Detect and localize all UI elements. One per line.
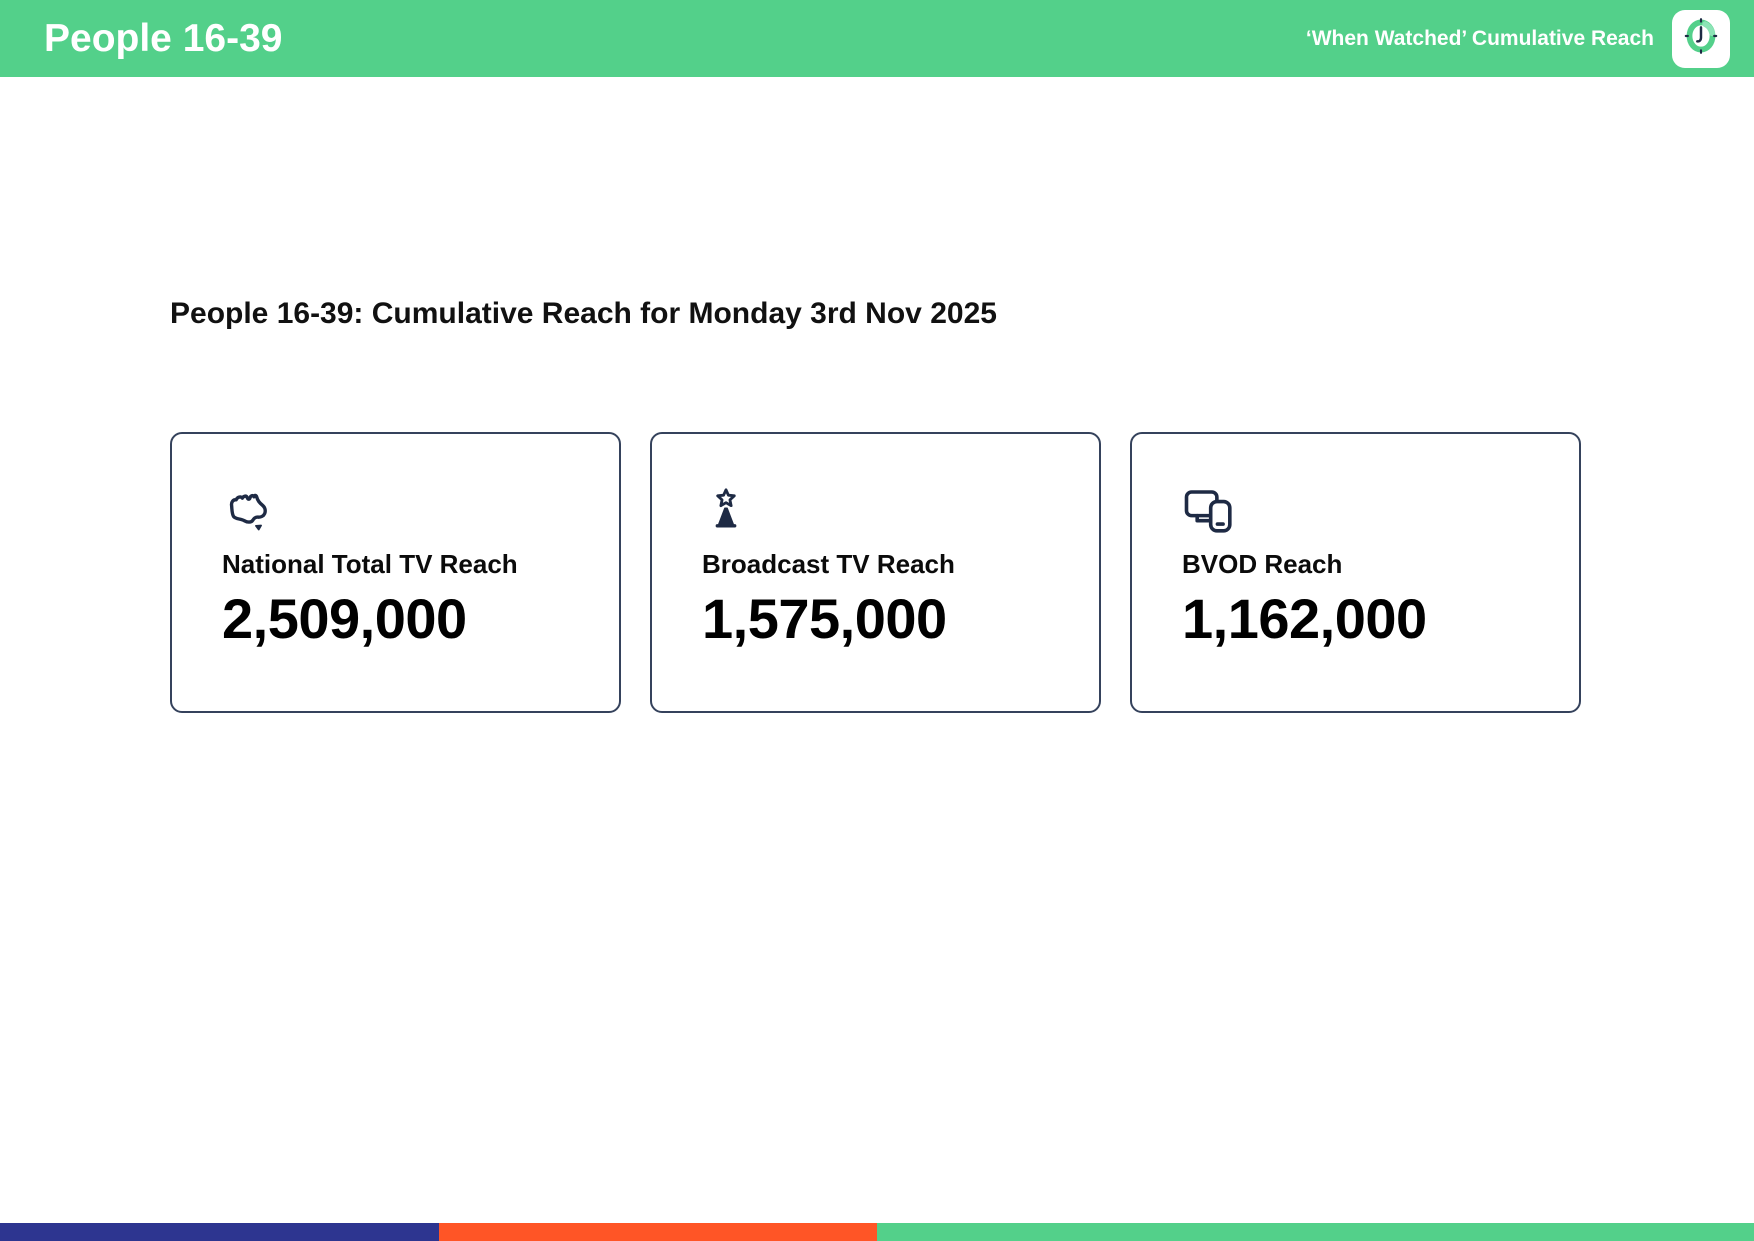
content: People 16-39: Cumulative Reach for Monda… [0,77,1754,1223]
kpi-card-broadcast-tv-reach: Broadcast TV Reach 1,575,000 [650,431,1101,713]
kpi-value: 1,162,000 [1182,587,1427,651]
stripe-orange-segment [438,1223,877,1241]
broadcast-tower-star-icon [702,486,1069,534]
stripe-green-segment [877,1223,1754,1241]
kpi-value: 2,509,000 [222,587,467,651]
kpi-card-bvod-reach: BVOD Reach 1,162,000 [1130,431,1581,713]
top-bar-right: ‘When Watched’ Cumulative Reach [1305,9,1730,68]
australia-map-icon [222,486,589,534]
stripe-navy-segment [0,1223,439,1241]
bottom-stripe [0,1223,1754,1241]
kpi-value: 1,575,000 [702,587,947,651]
kpi-label: Broadcast TV Reach [702,548,955,579]
kpi-label: BVOD Reach [1182,548,1343,579]
kpi-label: National Total TV Reach [222,548,518,579]
header-subtitle: ‘When Watched’ Cumulative Reach [1305,26,1654,50]
app-logo [1672,9,1730,68]
kpi-cards-row: National Total TV Reach 2,509,000 Broadc… [170,431,1754,713]
devices-icon [1182,486,1549,534]
section-heading: People 16-39: Cumulative Reach for Monda… [170,297,997,330]
page-title: People 16-39 [44,17,283,60]
top-bar: People 16-39 ‘When Watched’ Cumulative R… [0,0,1754,77]
kpi-card-national-total-tv-reach: National Total TV Reach 2,509,000 [170,431,621,713]
clock-icon [1678,13,1724,64]
